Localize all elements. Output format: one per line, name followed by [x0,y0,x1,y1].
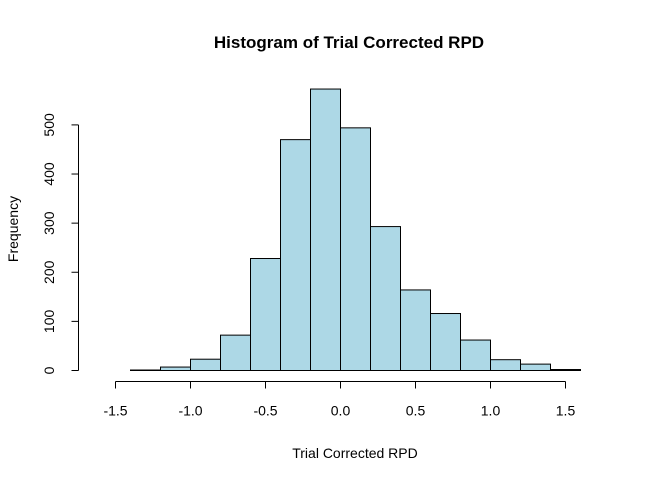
y-tick-label: 300 [41,211,57,235]
x-axis-label: Trial Corrected RPD [292,445,418,461]
chart-title: Histogram of Trial Corrected RPD [214,33,484,52]
histogram-bar [370,226,401,371]
histogram-bar [310,88,341,372]
y-tick-label: 500 [41,113,57,137]
histogram-bar [490,359,521,372]
y-axis: 0 100 200 300 400 500 [41,113,79,374]
y-tick-label: 400 [41,162,57,186]
x-tick-label: 1.5 [556,403,576,419]
y-tick-label: 0 [41,366,57,374]
histogram-bar [250,258,281,372]
histogram-bar [550,369,581,372]
bars-group [130,88,581,372]
histogram-bar [220,334,251,372]
histogram-bar [190,358,221,371]
histogram-bar [160,366,191,372]
histogram-bar [430,313,461,372]
y-axis-label: Frequency [5,196,21,262]
histogram-bar [400,289,431,372]
x-tick-label: -0.5 [253,403,277,419]
x-tick-label: -1.0 [178,403,202,419]
x-tick-label: 0.0 [331,403,351,419]
histogram-bar [520,363,551,372]
x-tick-label: 0.5 [406,403,426,419]
x-tick-label: 1.0 [481,403,501,419]
y-tick-label: 200 [41,260,57,284]
histogram-bar [340,127,371,371]
x-tick-label: -1.5 [103,403,127,419]
histogram-bar [280,139,311,371]
histogram-bar [460,339,491,371]
y-tick-label: 100 [41,309,57,333]
x-axis: -1.5 -1.0 -0.5 0.0 0.5 1.0 1.5 [103,381,576,419]
